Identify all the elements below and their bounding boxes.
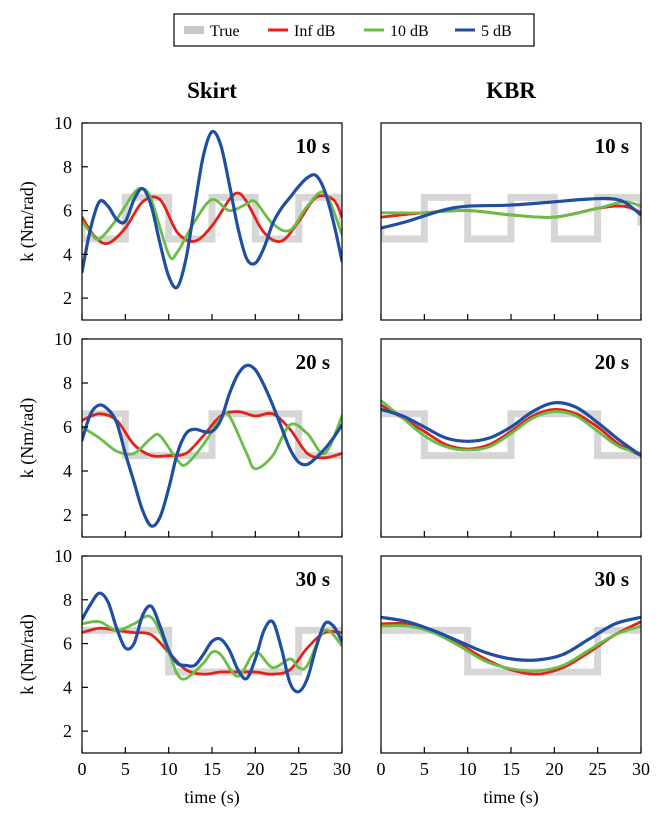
x-tick-label: 5 [121,759,130,779]
y-tick-label: 10 [54,329,72,349]
legend-label: Inf dB [294,23,335,40]
series-line-10-db [82,614,342,681]
series-line-true [82,193,342,243]
panel-duration-label: 20 s [595,350,629,374]
y-tick-label: 6 [63,417,72,437]
y-axis-label: k (Nm/rad) [17,398,38,478]
y-tick-label: 6 [63,634,72,654]
legend: True Inf dB 10 dB 5 dB [173,13,535,47]
y-axis-label: k (Nm/rad) [17,181,38,261]
y-tick-label: 6 [63,201,72,221]
series-line-5-db [381,401,641,458]
column-title-skirt: Skirt [187,78,237,103]
series-line-5-db [82,591,342,694]
y-tick-label: 4 [63,461,72,481]
panel-skirt-30s: 2 4 6 8 10 0 5 10 15 20 25 30 30 s k (Nm/rad) time (s) [17,546,351,808]
series-line-5-db [82,363,342,528]
y-tick-label: 4 [63,677,72,697]
series-line-true [82,410,342,460]
series-line-5-db [381,196,641,230]
panel-skirt-20s: 2 4 6 8 10 20 s k (Nm/rad) [17,329,343,538]
x-tick-label: 15 [203,759,221,779]
x-tick-label: 30 [632,759,650,779]
x-tick-label: 10 [160,759,178,779]
x-tick-label: 0 [377,759,386,779]
panel-skirt-10s: 2 4 6 8 10 10 s k (Nm/rad) [17,113,343,321]
y-tick-label: 2 [63,505,72,525]
panel-duration-label: 20 s [296,350,330,374]
panel-duration-label: 10 s [296,134,330,158]
x-tick-label: 10 [459,759,477,779]
y-axis-label: k (Nm/rad) [17,614,38,694]
series-line-5-db [381,615,641,662]
x-tick-label: 25 [589,759,607,779]
panel-duration-label: 30 s [296,567,330,591]
y-tick-label: 8 [63,157,72,177]
y-tick-label: 2 [63,288,72,308]
x-tick-label: 5 [420,759,429,779]
x-tick-label: 20 [545,759,563,779]
panel-kbr-20s: 20 s [380,338,642,538]
series-line-10-db [381,624,641,673]
x-tick-label: 30 [333,759,351,779]
y-tick-label: 10 [54,113,72,133]
y-tick-label: 2 [63,721,72,741]
x-axis-label: time (s) [184,787,240,808]
column-title-kbr: KBR [486,78,536,103]
series-line-inf-db [82,626,342,676]
x-tick-label: 20 [246,759,264,779]
x-tick-label: 0 [78,759,87,779]
series-line-true [381,193,641,243]
panel-grid: 2 4 6 8 10 10 s k (Nm/rad) 10 s 2 4 6 8 10 20 s k (Nm/… [17,113,650,808]
x-axis-label: time (s) [483,787,539,808]
y-tick-label: 8 [63,590,72,610]
series-line-10-db [381,399,641,455]
x-tick-label: 15 [502,759,520,779]
y-tick-label: 4 [63,244,72,264]
series-line-5-db [82,129,342,290]
series-line-true [381,626,641,676]
panel-duration-label: 10 s [595,134,629,158]
series-line-inf-db [381,403,641,457]
panel-kbr-10s: 10 s [380,122,642,321]
panel-duration-label: 30 s [595,567,629,591]
series-line-inf-db [82,410,342,460]
legend-label: 10 dB [390,23,429,40]
legend-label: True [210,23,240,40]
x-tick-label: 25 [290,759,308,779]
panel-kbr-30s: 0 5 10 15 20 25 30 30 s time (s) [377,555,650,808]
y-tick-label: 8 [63,373,72,393]
y-tick-label: 10 [54,546,72,566]
legend-label: 5 dB [481,23,512,40]
